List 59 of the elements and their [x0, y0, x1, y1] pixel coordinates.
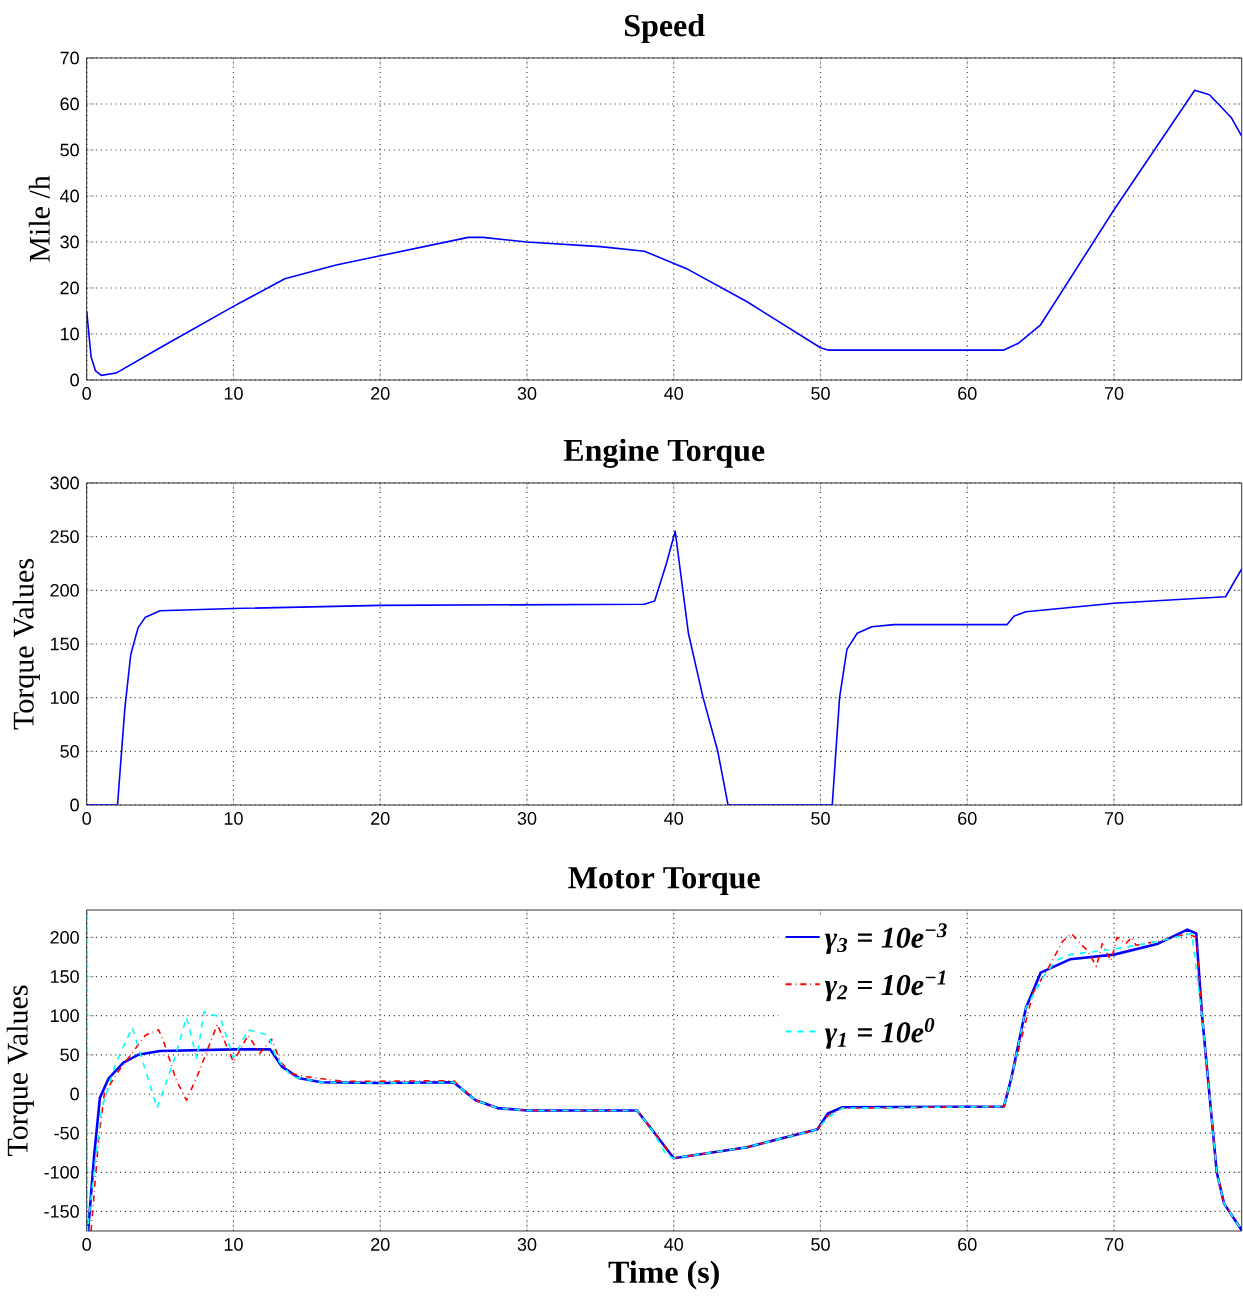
- y-axis-title: Torque Values: [12, 559, 41, 730]
- x-tick-label: 10: [224, 1238, 243, 1251]
- x-tick-label: 10: [224, 387, 243, 400]
- y-tick-label: 0: [70, 1087, 80, 1101]
- x-axis-title: Time (s): [608, 1260, 720, 1290]
- y-tick-label: 250: [50, 530, 80, 544]
- x-tick-label: 60: [958, 1238, 977, 1251]
- x-tick-label: 30: [517, 387, 537, 400]
- chart-title: Speed: [625, 13, 705, 43]
- x-tick-label: 50: [811, 1238, 830, 1251]
- x-tick-label: 0: [82, 387, 92, 400]
- y-tick-label: 40: [60, 189, 80, 203]
- y-tick-label: 70: [60, 51, 80, 65]
- line-series: [86, 530, 1242, 805]
- y-tick-label: 0: [70, 798, 80, 812]
- x-tick-label: 0: [82, 812, 92, 825]
- x-tick-label: 30: [517, 1238, 537, 1251]
- chart-title: Engine Torque: [563, 438, 765, 468]
- x-tick-label: 40: [664, 387, 684, 400]
- x-tick-label: 70: [1105, 812, 1124, 825]
- y-tick-label: 30: [60, 235, 80, 249]
- y-tick-label: 0: [70, 373, 80, 387]
- x-tick-label: 30: [517, 812, 537, 825]
- y-tick-label: 10: [61, 327, 80, 341]
- x-tick-label: 40: [664, 1238, 684, 1251]
- x-tick-label: 60: [958, 387, 977, 400]
- x-tick-label: 10: [224, 812, 243, 825]
- legend-label: γ$_{1}$ = 10e$^{0}$: [825, 1017, 935, 1049]
- y-tick-label: 50: [60, 1048, 80, 1062]
- y-tick-label: -50: [54, 1126, 80, 1140]
- x-tick-label: 50: [811, 812, 830, 825]
- y-tick-label: 200: [50, 583, 80, 597]
- y-tick-label: 200: [50, 931, 80, 944]
- y-tick-label: 100: [51, 691, 80, 705]
- y-tick-label: 20: [60, 281, 80, 295]
- y-tick-label: 300: [50, 476, 80, 490]
- y-tick-label: 60: [60, 97, 80, 111]
- x-tick-label: 60: [958, 812, 977, 825]
- legend-label: γ$_{3}$ = 10e$^{−3}$: [825, 923, 947, 954]
- y-tick-label: 150: [51, 970, 80, 983]
- y-axis-title: Torque Values: [6, 985, 35, 1156]
- y-axis-title: Mile /h: [28, 175, 51, 262]
- x-tick-label: 40: [664, 812, 684, 825]
- y-tick-label: 50: [60, 143, 80, 157]
- x-tick-label: 20: [371, 1238, 390, 1251]
- x-tick-label: 20: [371, 812, 390, 825]
- x-tick-label: 20: [371, 387, 390, 400]
- x-tick-label: 0: [82, 1238, 92, 1251]
- y-tick-label: -100: [44, 1165, 80, 1179]
- chart-title: Motor Torque: [568, 867, 760, 895]
- y-tick-label: 100: [51, 1009, 80, 1023]
- x-tick-label: 70: [1105, 1238, 1124, 1251]
- legend-label: γ$_{2}$ = 10e$^{−1}$: [825, 970, 946, 1002]
- line-series: [86, 89, 1242, 377]
- y-tick-label: 150: [51, 637, 80, 651]
- y-tick-label: 50: [60, 744, 80, 758]
- x-tick-label: 50: [811, 387, 830, 400]
- x-tick-label: 70: [1105, 387, 1124, 400]
- y-tick-label: -150: [44, 1205, 80, 1218]
